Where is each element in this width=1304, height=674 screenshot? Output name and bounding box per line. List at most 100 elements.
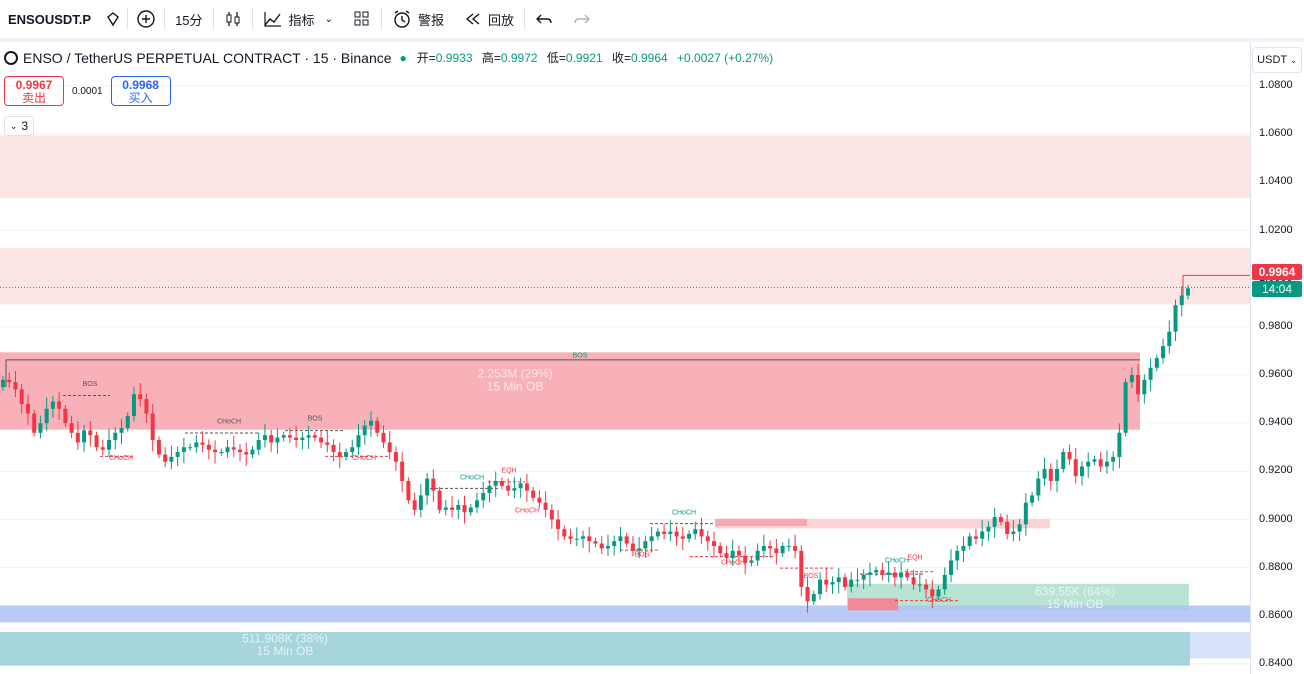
candle: [743, 555, 748, 563]
candle: [730, 550, 735, 559]
divider: [164, 8, 166, 30]
supply-zone-upper: [0, 248, 1250, 305]
candle: [712, 541, 716, 546]
demand-zone-lower-ext: [1190, 631, 1250, 659]
replay-button[interactable]: 回放: [454, 0, 524, 38]
candle: [680, 536, 685, 539]
candle: [156, 440, 161, 455]
price-axis-label: 0.9600: [1259, 368, 1293, 380]
supply-zone-small: [715, 518, 1050, 529]
favorite-button[interactable]: [99, 0, 127, 38]
candle: [262, 435, 267, 441]
redo-button[interactable]: [563, 0, 601, 38]
candle: [1079, 466, 1084, 477]
candle: [1179, 295, 1184, 306]
candle: [662, 531, 667, 534]
structure-label: CHoCH: [352, 455, 376, 462]
candle: [774, 548, 779, 554]
candle: [593, 541, 598, 544]
candle: [1061, 452, 1066, 469]
candle: [125, 415, 130, 428]
indicators-collapse-button[interactable]: ⌄ 3: [4, 116, 34, 136]
candle: [1055, 468, 1060, 481]
candle: [94, 435, 99, 448]
candle: [830, 582, 835, 585]
collapse-count: 3: [21, 119, 29, 133]
layouts-button[interactable]: [343, 0, 381, 38]
candle: [605, 545, 610, 549]
price-axis-label: 1.0400: [1259, 175, 1293, 188]
currency-button[interactable]: USDT ⌄: [1252, 47, 1302, 73]
low-value: 0.9921: [565, 51, 603, 65]
alert-button[interactable]: 警报: [382, 0, 454, 38]
structure-label: CHoCH: [672, 509, 696, 516]
candle: [269, 435, 274, 443]
candle: [131, 394, 136, 416]
indicators-button[interactable]: 指标 ⌄: [253, 0, 343, 38]
candle: [325, 442, 330, 445]
candle: [88, 430, 93, 436]
candle: [512, 488, 517, 491]
structure-label: BOS: [308, 416, 323, 423]
candle: [543, 502, 548, 510]
candle: [450, 507, 455, 510]
candle: [294, 437, 299, 441]
candle: [362, 425, 367, 436]
candle: [867, 572, 872, 575]
candle: [755, 550, 760, 561]
interval-button[interactable]: 15分: [175, 12, 203, 28]
indicators-label: 指标: [288, 12, 315, 28]
sell-button[interactable]: 0.9967 卖出: [4, 76, 64, 106]
candle: [574, 538, 579, 540]
candle: [1148, 367, 1153, 380]
candle: [468, 507, 473, 513]
open-value: 0.9933: [435, 51, 473, 65]
candle: [556, 519, 561, 530]
candle: [1067, 452, 1072, 460]
buy-button[interactable]: 0.9968 买入: [110, 76, 171, 106]
candle: [1030, 495, 1035, 503]
order-block-label-upper: 2.253M (29%): [477, 366, 552, 380]
candle: [1011, 531, 1016, 534]
chart-type-button[interactable]: [214, 0, 252, 38]
plus-circle-icon: [137, 10, 155, 28]
redo-icon: [574, 14, 590, 24]
candle: [406, 480, 411, 501]
candle: [306, 435, 311, 438]
candle: [244, 452, 249, 455]
legend-title: ENSO / TetherUS PERPETUAL CONTRACT · 15 …: [23, 49, 392, 66]
candle: [1129, 375, 1134, 383]
candle: [256, 440, 261, 450]
candle: [905, 572, 910, 578]
price-axis[interactable]: 1.08001.06001.04001.02001.00000.98000.96…: [1250, 42, 1304, 674]
order-block-tf-lower: 15 Min OB: [257, 644, 314, 658]
candle: [687, 533, 692, 539]
candle: [150, 413, 155, 441]
candle: [144, 399, 149, 414]
candle: [949, 560, 953, 575]
change-value: +0.0027 (+0.27%): [677, 51, 774, 65]
mitigated-block: [848, 598, 898, 611]
price-axis-label: 0.9200: [1259, 464, 1293, 477]
candle: [1036, 478, 1041, 496]
candle: [749, 560, 754, 563]
candle: [874, 570, 879, 573]
alert-label: 警报: [417, 12, 444, 28]
close-value: 0.9964: [630, 51, 668, 65]
add-symbol-button[interactable]: [128, 0, 164, 38]
candle: [880, 570, 885, 575]
undo-button[interactable]: [525, 0, 563, 38]
chart-pane[interactable]: 2.253M (29%) 15 Min OB 639.55K (64%) 15 Min…: [0, 42, 1250, 674]
candle: [231, 447, 236, 450]
candle: [643, 541, 648, 549]
candle: [1142, 379, 1147, 395]
candle: [275, 437, 280, 443]
candle: [238, 449, 242, 453]
candle: [69, 423, 74, 433]
candle: [1136, 375, 1141, 395]
candle: [312, 435, 317, 438]
chevron-down-icon: ⌄: [9, 120, 18, 131]
candle: [1167, 331, 1172, 347]
symbol-search-button[interactable]: ENSOUSDT.P: [8, 11, 92, 27]
